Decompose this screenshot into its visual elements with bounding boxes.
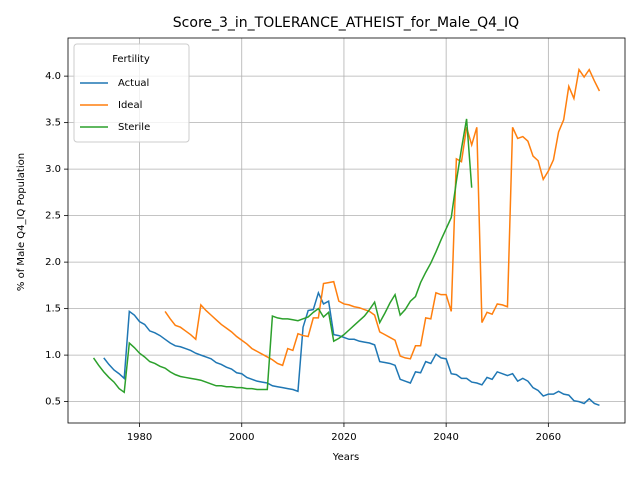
chart-title: Score_3_in_TOLERANCE_ATHEIST_for_Male_Q4… — [173, 15, 519, 31]
legend-label: Sterile — [118, 122, 150, 133]
y-tick-label: 4.0 — [45, 71, 61, 82]
y-tick-label: 2.0 — [45, 257, 61, 268]
y-tick-label: 0.5 — [45, 397, 61, 408]
x-tick-label: 2060 — [536, 432, 561, 443]
y-tick-label: 3.0 — [45, 164, 61, 175]
x-tick-label: 2040 — [433, 432, 458, 443]
x-tick-label: 1980 — [127, 432, 152, 443]
legend-box — [73, 43, 190, 143]
y-tick-label: 1.5 — [45, 304, 61, 315]
x-tick-label: 2020 — [331, 432, 356, 443]
line-series — [164, 67, 601, 367]
x-tick-label: 2000 — [229, 432, 254, 443]
line-series — [103, 290, 600, 407]
plot-frame — [67, 37, 626, 424]
line-series — [92, 118, 473, 394]
y-tick-label: 3.5 — [45, 118, 61, 129]
y-tick-label: 1.0 — [45, 350, 61, 361]
x-axis-label: Years — [332, 452, 359, 463]
legend-label: Ideal — [118, 100, 142, 111]
y-axis-label: % of Male Q4_IQ Population — [16, 153, 27, 291]
y-tick-label: 2.5 — [45, 211, 61, 222]
legend-label: Actual — [118, 78, 149, 89]
legend-title: Fertility — [112, 54, 150, 65]
